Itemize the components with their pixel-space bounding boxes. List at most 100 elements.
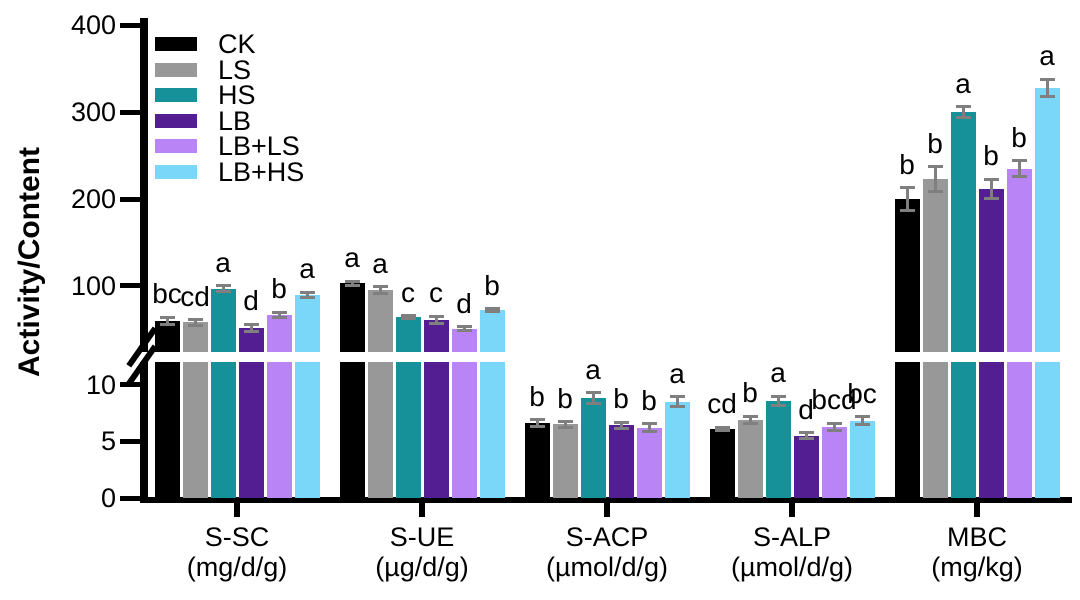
error-cap-bottom-S-UE-LB [428,321,444,325]
x-label-name-S-UE: S-UE [389,522,455,552]
error-cap-top-MBC-HS [955,105,971,109]
x-label-S-SC: S-SC (mg/d/g) [187,522,288,582]
sig-letter-S-UE-LS: a [372,247,388,279]
error-cap-bottom-MBC-LB+LS [1011,174,1027,178]
sig-letter-MBC-CK: b [899,148,915,180]
sig-letter-S-ALP-HS: a [770,357,786,388]
error-cap-bottom-S-ACP-CK [529,425,545,429]
error-bar-S-ACP-LB [619,422,623,429]
error-cap-top-S-SC-CK [159,315,175,319]
bar-S-ACP-LB+HS [664,401,690,498]
error-cap-top-S-ALP-LB+LS [826,421,842,425]
error-bar-S-SC-LB+HS [305,292,309,298]
x-label-unit-S-UE: (µg/d/g) [375,552,469,583]
bar-S-ALP-CK [709,428,735,498]
bar-MBC-LB+LS-lower [1006,362,1032,498]
error-cap-bottom-S-UE-LS [372,292,388,296]
sig-letter-S-UE-LB: c [429,277,443,309]
error-cap-top-S-UE-LB+LS [456,325,472,329]
sig-letter-S-ACP-LS: b [557,382,573,414]
y-tick-label-100: 100 [70,270,116,301]
bar-S-ALP-LB [793,435,819,498]
error-cap-bottom-S-SC-LB [243,329,259,333]
bar-S-UE-LB+LS-upper [451,328,477,352]
error-cap-top-S-SC-LB [243,322,259,326]
x-tick-S-SC [234,503,240,517]
error-cap-top-S-ALP-LS [742,414,758,418]
sig-letter-S-UE-CK: a [344,242,360,274]
error-cap-bottom-S-ALP-HS [770,403,786,407]
bar-S-UE-LS-lower [367,362,393,498]
y-tick-label-5: 5 [100,426,116,457]
error-cap-top-MBC-LB+LS [1011,159,1027,163]
sig-letter-S-ACP-LB: b [613,383,629,415]
error-bar-S-ACP-LB+HS [675,396,679,407]
x-tick-S-UE [419,503,425,517]
error-bar-MBC-LB [989,179,993,199]
bar-S-UE-LB+LS-lower [451,362,477,498]
error-bar-S-UE-LB+LS [462,326,466,331]
error-cap-top-S-ALP-HS [770,394,786,398]
x-tick-S-ACP [604,503,610,517]
sig-letter-S-ALP-LB: d [798,393,814,425]
bar-S-UE-HS-lower [395,362,421,498]
legend-swatch-LB+LS [155,139,197,153]
y-tick-label-300: 300 [70,97,116,128]
error-cap-top-S-SC-HS [215,284,231,288]
error-cap-bottom-MBC-CK [899,208,915,212]
error-cap-bottom-S-ALP-LS [742,421,758,425]
error-cap-bottom-S-UE-CK [344,284,360,287]
x-label-unit-S-ACP: (µmol/d/g) [545,552,669,583]
sig-letter-S-ACP-LB+HS: a [669,357,685,389]
bar-MBC-LB+LS-upper [1006,168,1032,352]
bar-S-ACP-LB [608,425,634,498]
legend-label-LB: LB [218,105,252,136]
error-cap-top-S-ALP-LB [798,431,814,435]
error-bar-S-UE-LB [434,316,438,324]
y-tick-label-10: 10 [85,369,116,400]
bar-S-SC-CK-lower [154,362,180,498]
x-tick-S-ALP [789,503,795,517]
error-cap-bottom-S-ACP-LB+LS [641,430,657,434]
sig-letter-MBC-HS: a [955,67,971,99]
sig-letter-S-ALP-LB+HS: bc [847,377,877,409]
x-label-S-ACP: S-ACP (µmol/d/g) [546,522,668,582]
error-cap-top-S-ACP-HS [585,391,601,395]
error-bar-MBC-HS [961,106,965,118]
bar-S-SC-LB-lower [238,362,264,498]
bar-S-UE-CK-upper [339,283,365,352]
sig-letter-S-SC-LB+LS: b [271,273,287,305]
error-cap-bottom-S-ALP-LB+LS [826,428,842,432]
error-cap-bottom-S-SC-HS [215,289,231,293]
sig-letter-S-SC-LB: d [243,285,259,317]
bar-S-ALP-LS [737,419,763,498]
error-cap-top-S-UE-LS [372,285,388,289]
bar-MBC-CK-upper [894,199,920,352]
error-cap-top-S-SC-LB+HS [299,290,315,294]
sig-letter-S-UE-LB+HS: b [484,269,500,301]
x-axis-line [140,497,1072,503]
error-cap-top-S-ACP-LB+HS [669,395,685,399]
error-bar-S-ALP-LB+HS [860,416,864,425]
bar-S-UE-CK-lower [339,362,365,498]
bar-MBC-CK-lower [894,362,920,498]
x-tick-MBC [974,503,980,517]
error-cap-bottom-MBC-LB+HS [1039,94,1055,98]
error-cap-top-S-SC-LS [187,318,203,322]
bar-MBC-HS-lower [950,362,976,498]
bar-MBC-LB-upper [978,188,1004,352]
y-tick-label-400: 400 [70,10,116,41]
bar-MBC-LB+HS-upper [1034,87,1060,352]
sig-letter-S-ALP-CK: cd [707,388,737,420]
error-cap-top-S-ACP-LS [557,420,573,423]
error-bar-MBC-CK [905,187,909,211]
error-cap-top-S-ACP-LB+LS [641,422,657,426]
x-label-name-S-SC: S-SC [204,522,270,552]
bar-S-SC-LB+HS-upper [294,294,320,352]
y-tick-mark-300 [120,109,140,115]
sig-letter-S-ALP-LB+LS: bcd [811,384,857,416]
error-cap-top-S-UE-CK [344,279,360,283]
error-cap-bottom-S-ACP-LB+HS [669,405,685,409]
error-bar-MBC-LB+LS [1017,160,1021,177]
error-cap-top-MBC-LS [927,165,943,169]
